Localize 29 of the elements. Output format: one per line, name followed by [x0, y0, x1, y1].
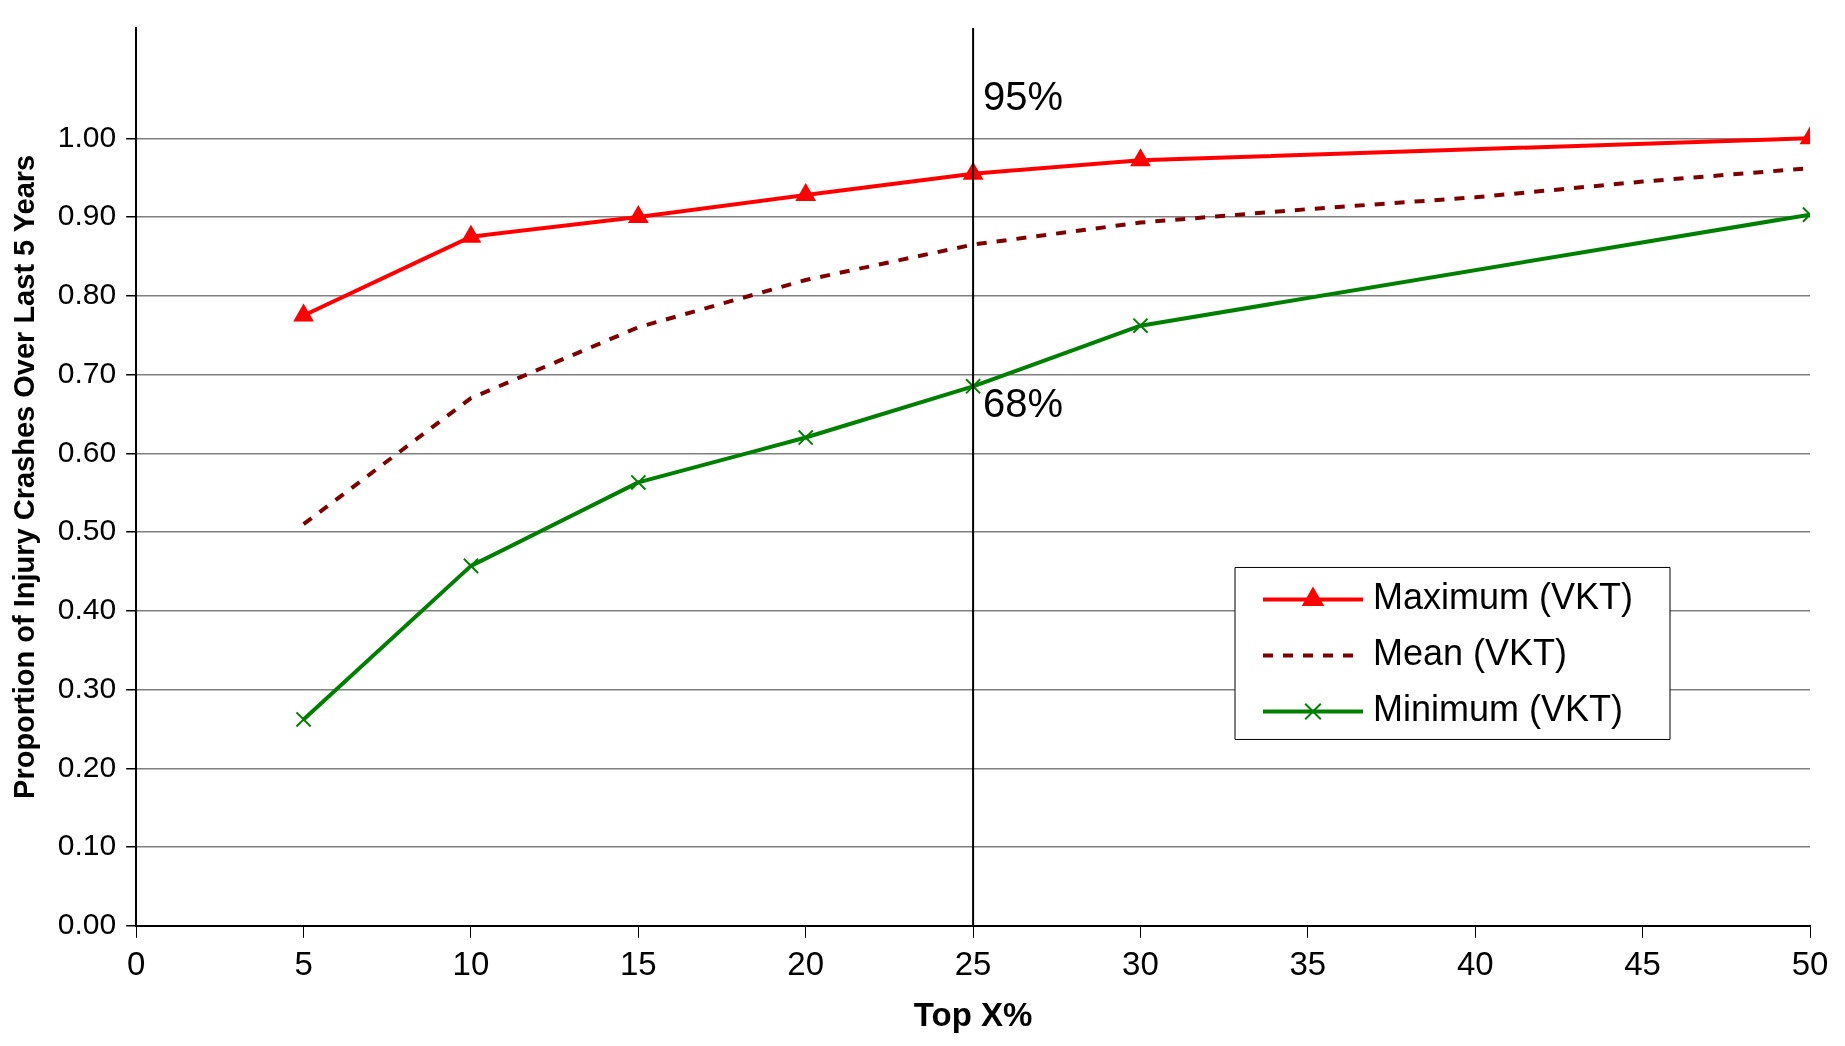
- y-axis-title: Proportion of Injury Crashes Over Last 5 Years: [8, 154, 41, 799]
- x-tick-label: 45: [1624, 944, 1661, 982]
- x-tick-label: 25: [954, 944, 992, 982]
- annotation: 68%: [983, 381, 1064, 426]
- annotation: 95%: [983, 73, 1064, 118]
- y-tick-label: 1.00: [57, 119, 117, 153]
- legend-label: Maximum (VKT): [1373, 576, 1633, 618]
- legend-label: Minimum (VKT): [1373, 688, 1623, 730]
- x-tick-label: 40: [1456, 944, 1494, 982]
- x-tick-label: 5: [294, 944, 313, 982]
- y-tick-label: 0.40: [57, 592, 117, 626]
- x-tick-label: 10: [452, 944, 490, 982]
- x-tick-label: 35: [1289, 944, 1327, 982]
- x-tick-label: 0: [127, 944, 146, 982]
- legend-label: Mean (VKT): [1373, 632, 1568, 674]
- y-tick-label: 0.10: [57, 828, 117, 862]
- y-tick-label: 0.00: [57, 907, 117, 941]
- y-tick-label: 0.90: [57, 198, 117, 232]
- y-tick-label: 0.80: [57, 277, 117, 311]
- y-tick-label: 0.20: [57, 749, 117, 783]
- x-tick-label: 15: [619, 944, 657, 982]
- x-axis-title: Top X%: [913, 996, 1033, 1034]
- x-tick-label: 50: [1791, 944, 1829, 982]
- y-tick-label: 0.30: [57, 670, 117, 704]
- y-tick-label: 0.70: [57, 355, 117, 389]
- x-tick-label: 30: [1122, 944, 1159, 982]
- y-tick-label: 0.50: [57, 513, 117, 547]
- y-tick-label: 0.60: [57, 434, 117, 468]
- x-tick-label: 20: [787, 944, 825, 982]
